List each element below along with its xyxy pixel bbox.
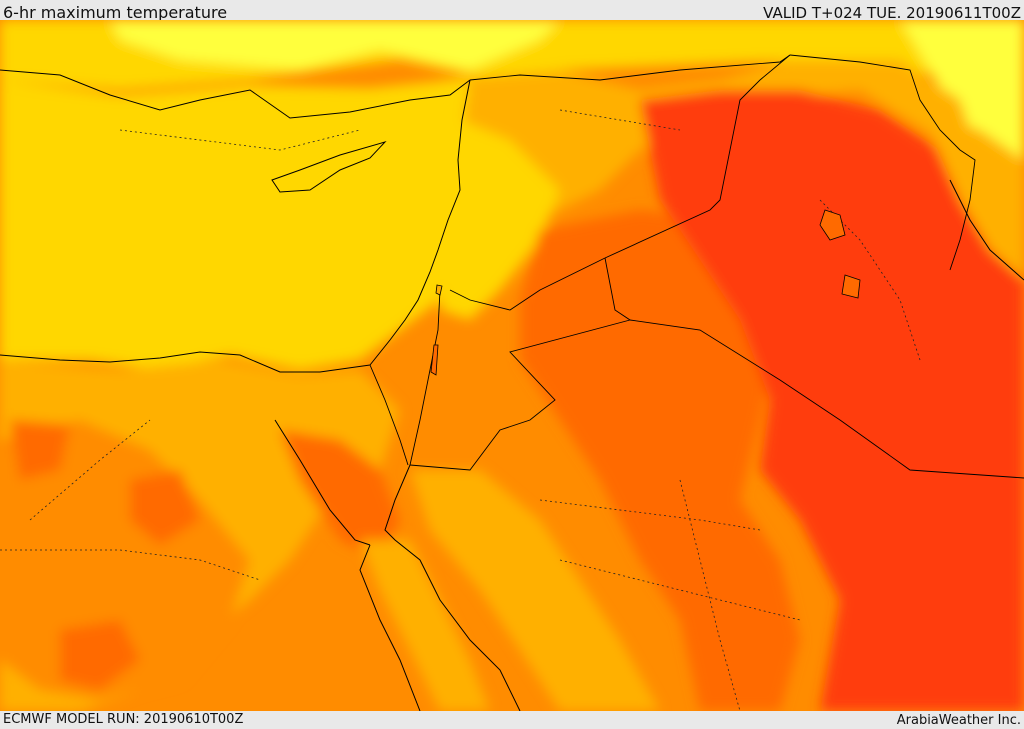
band-red-sea-amber [360,540,490,711]
lake-tiberias [435,284,443,296]
band-levant-yellow [440,120,560,320]
map-title: 6-hr maximum temperature [3,3,228,22]
coastlines [0,69,1024,711]
band-north-light [110,20,560,70]
temperature-map [0,20,1024,711]
iraq-lakes [819,209,861,299]
admin-boundaries [0,109,921,711]
cyprus-outline [271,141,387,193]
borders [369,54,1024,479]
model-run-label: ECMWF MODEL RUN: 20190610T00Z [3,712,244,727]
valid-time: VALID T+024 TUE. 20190611T00Z [763,4,1021,22]
sinai-dark [280,430,400,560]
credit-label: ArabiaWeather Inc. [896,713,1021,728]
band-amber-north [440,60,980,220]
egypt-dark-patch-1 [10,420,70,480]
band-desert-dark [520,210,800,711]
band-hejaz-amber [410,470,660,711]
band-iraq-red [640,90,1024,711]
egypt-dark-patch-2 [130,470,200,545]
footer-bar [0,711,1024,729]
title-bar [0,0,1024,20]
egypt-dark-patch-3 [60,620,140,690]
dead-sea [430,344,439,376]
band-zagros-amber [920,110,1024,280]
sea-mediterranean [0,78,470,370]
